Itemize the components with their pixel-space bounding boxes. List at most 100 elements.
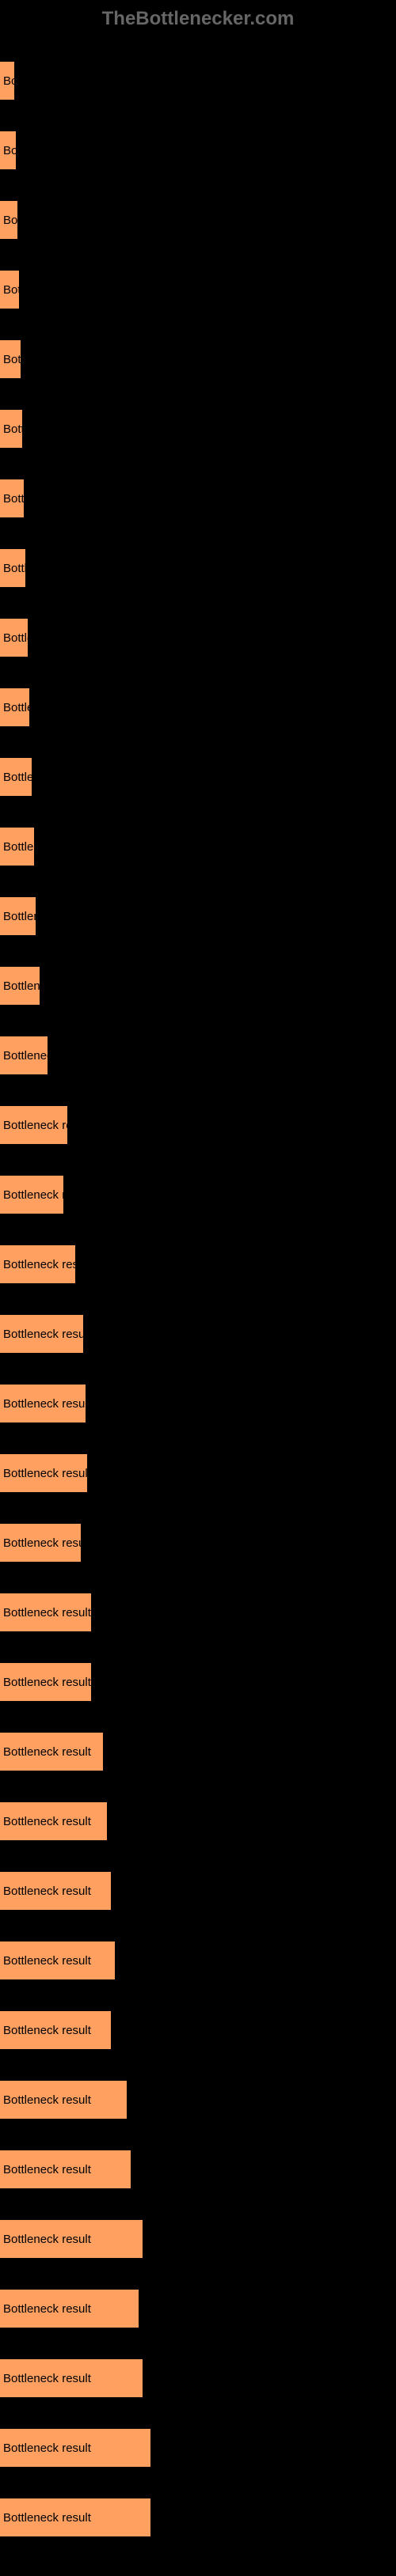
bar-row: Bottleneck result	[0, 2142, 396, 2196]
bar-row: Bo	[0, 54, 396, 108]
chart-bar: Bottleneck result	[0, 1385, 86, 1422]
chart-bar: Bottlene	[0, 967, 40, 1005]
chart-bar: Bott	[0, 410, 22, 448]
chart-bar: Bottleneck result	[0, 1941, 115, 1979]
bar-row: Bo	[0, 123, 396, 177]
bar-row: Bottleneck result	[0, 1655, 396, 1709]
bar-label: Bottle	[3, 631, 28, 645]
bar-row: Bott	[0, 263, 396, 316]
bar-row: Bottleneck result	[0, 2351, 396, 2405]
bar-label: Bottleneck result	[3, 2372, 91, 2385]
bar-label: Bottle	[3, 701, 29, 714]
bar-label: Bottleneck result	[3, 2511, 91, 2525]
chart-bar: Bottle	[0, 758, 32, 796]
chart-bar: Bot	[0, 201, 17, 239]
bar-row: Bot	[0, 193, 396, 247]
bar-row: Bottleneck result	[0, 1446, 396, 1500]
bar-label: Bottleneck resu	[3, 1536, 81, 1550]
bar-label: Bottleneck	[3, 1049, 48, 1063]
bar-label: Bottleneck result	[3, 1467, 87, 1480]
bar-label: Bottlen	[3, 840, 34, 854]
chart-bar: Bottleneck result	[0, 1663, 91, 1701]
chart-bar: Bottleneck re	[0, 1176, 63, 1214]
bar-label: Bottleneck result	[3, 1745, 91, 1759]
chart-bar: Bottlen	[0, 828, 34, 866]
chart-bar: Bottleneck result	[0, 1454, 87, 1492]
bar-row: Bottleneck result	[0, 1307, 396, 1361]
bar-row: Bottleneck result	[0, 1794, 396, 1848]
bar-row: Bottlene	[0, 959, 396, 1013]
bar-label: Bot	[3, 214, 17, 227]
chart-bar: Bottleneck result	[0, 1245, 75, 1283]
bar-label: Bottleneck result	[3, 2233, 91, 2246]
bar-row: Bottle	[0, 611, 396, 665]
bar-row: Bottleneck result	[0, 1377, 396, 1430]
bar-label: Bottleneck result	[3, 1676, 91, 1689]
bar-label: Bottl	[3, 562, 25, 575]
bar-row: Bottle	[0, 680, 396, 734]
bar-row: Bottlen	[0, 820, 396, 873]
bar-row: Bottleneck result	[0, 1237, 396, 1291]
bar-label: Bottleneck resu	[3, 1119, 67, 1132]
chart-bar: Bottleneck result	[0, 1872, 111, 1910]
bar-label: Bo	[3, 74, 14, 88]
chart-bar: Bo	[0, 62, 14, 100]
chart-bar: Bottle	[0, 688, 29, 726]
chart-bar: Bottl	[0, 479, 24, 517]
bar-label: Bottlene	[3, 979, 40, 993]
bar-row: Bottleneck result	[0, 2003, 396, 2057]
bar-row: Bottleneck result	[0, 1864, 396, 1918]
chart-bar: Bottleneck result	[0, 2498, 150, 2536]
bar-label: Bottlen	[3, 910, 36, 923]
bar-label: Bottleneck result	[3, 2302, 91, 2316]
chart-bar: Bottleneck result	[0, 2081, 127, 2119]
chart-bar: Bottleneck	[0, 1036, 48, 1074]
bar-row: Bottleneck resu	[0, 1098, 396, 1152]
bar-row: Bott	[0, 332, 396, 386]
bar-row: Bottlen	[0, 889, 396, 943]
bar-label: Bott	[3, 283, 19, 297]
chart-bar: Bottleneck result	[0, 1802, 107, 1840]
bar-row: Bottleneck result	[0, 2073, 396, 2127]
bar-label: Bottl	[3, 492, 24, 506]
bar-row: Bottleneck	[0, 1029, 396, 1082]
bar-label: Bottleneck result	[3, 1258, 75, 1271]
bar-row: Bottleneck result	[0, 1585, 396, 1639]
bar-label: Bottleneck result	[3, 2093, 91, 2107]
chart-bar: Bottleneck result	[0, 1733, 103, 1771]
chart-bar: Bott	[0, 271, 19, 309]
bar-label: Bottle	[3, 771, 32, 784]
chart-bar: Bottleneck result	[0, 2150, 131, 2188]
bar-row: Bottleneck result	[0, 1934, 396, 1987]
chart-bar: Bottleneck result	[0, 2359, 143, 2397]
chart-bar: Bottleneck result	[0, 2011, 111, 2049]
bar-label: Bottleneck result	[3, 2024, 91, 2037]
bar-row: Bottleneck result	[0, 2421, 396, 2475]
bar-row: Bottleneck resu	[0, 1516, 396, 1570]
bar-label: Bottleneck result	[3, 1606, 91, 1619]
bar-row: Bottleneck result	[0, 2212, 396, 2266]
bar-row: Bottle	[0, 750, 396, 804]
bar-label: Bottleneck result	[3, 1815, 91, 1828]
chart-bar: Bottleneck result	[0, 2220, 143, 2258]
bar-row: Bottleneck re	[0, 1168, 396, 1222]
bar-row: Bottl	[0, 541, 396, 595]
chart-bar: Bottleneck resu	[0, 1106, 67, 1144]
bar-row: Bott	[0, 402, 396, 456]
bar-label: Bo	[3, 144, 16, 157]
chart-bar: Bottl	[0, 549, 25, 587]
bar-row: Bottleneck result	[0, 2282, 396, 2335]
bar-label: Bottleneck result	[3, 1954, 91, 1968]
bar-label: Bottleneck result	[3, 1397, 86, 1411]
chart-bar: Bottle	[0, 619, 28, 657]
bar-label: Bott	[3, 353, 21, 366]
chart-bar: Bottleneck result	[0, 1315, 83, 1353]
watermark-text: TheBottlenecker.com	[0, 0, 396, 38]
bar-label: Bottleneck result	[3, 2442, 91, 2455]
chart-bar: Bottlen	[0, 897, 36, 935]
chart-bar: Bott	[0, 340, 21, 378]
chart-bar: Bottleneck result	[0, 1593, 91, 1631]
chart-bar: Bottleneck result	[0, 2429, 150, 2467]
bar-label: Bottleneck result	[3, 1328, 83, 1341]
chart-bar: Bottleneck resu	[0, 1524, 81, 1562]
